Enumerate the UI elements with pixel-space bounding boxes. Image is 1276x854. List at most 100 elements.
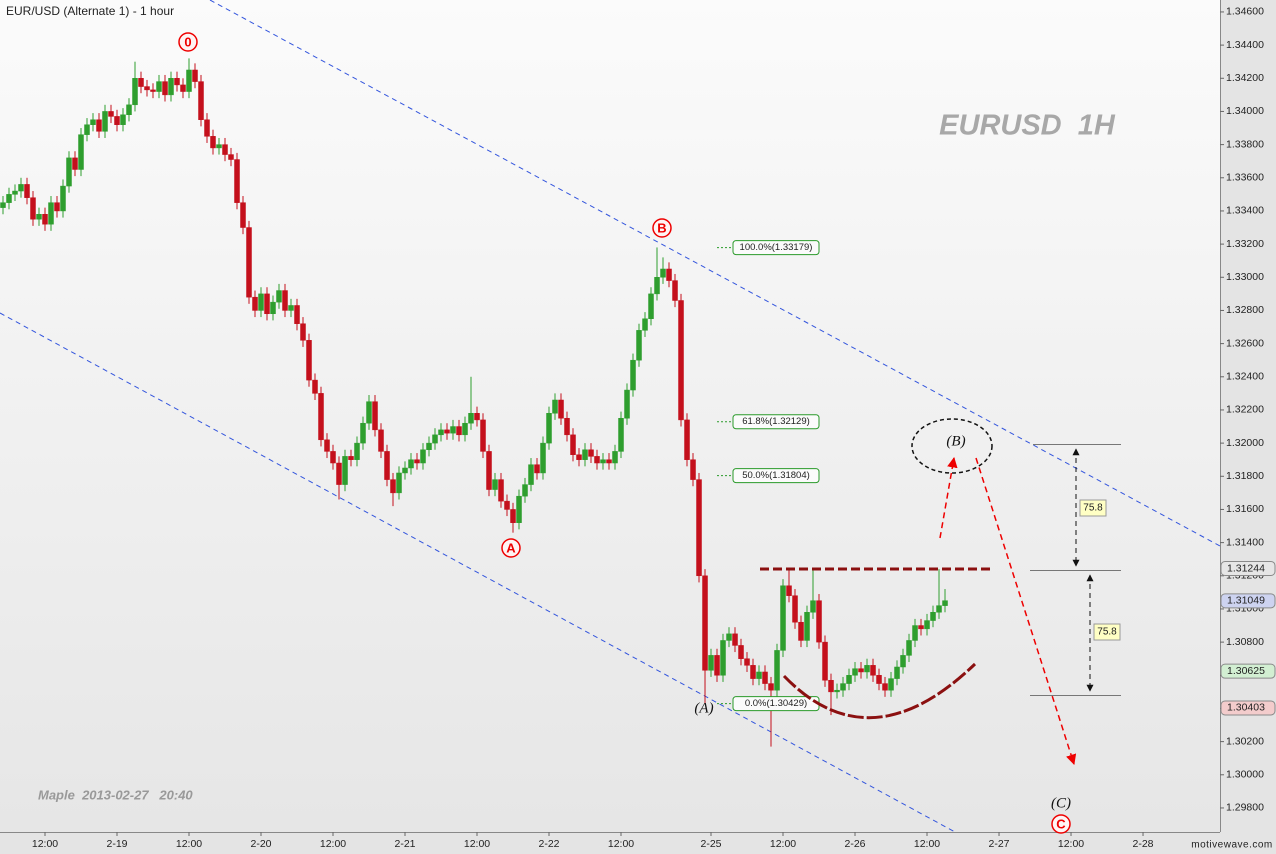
candle-body <box>672 280 678 301</box>
brand: motivewave.com <box>1191 840 1272 851</box>
candle-body <box>432 434 438 444</box>
wave-label: (B) <box>946 433 965 449</box>
projection-arrow <box>975 457 1077 765</box>
candle-body <box>852 668 858 676</box>
candle-body <box>630 359 636 391</box>
candle-body <box>258 293 264 311</box>
candle-body <box>942 600 948 606</box>
x-tick-label: 2-21 <box>394 838 415 850</box>
candle-body <box>456 426 462 436</box>
price-marker-label: 1.31244 <box>1227 562 1265 574</box>
watermark: EURUSD 1H <box>939 110 1116 142</box>
candle-body <box>834 689 840 693</box>
candle-body <box>252 296 258 311</box>
candle-body <box>198 81 204 120</box>
y-tick-label: 1.30000 <box>1226 769 1264 781</box>
candle-body <box>180 84 186 92</box>
candle-body <box>702 575 708 671</box>
candle-body <box>18 184 24 192</box>
x-axis-area <box>0 832 1220 854</box>
x-tick-label: 2-20 <box>250 838 271 850</box>
wave-label: C <box>1056 816 1066 831</box>
measure-box <box>1093 623 1121 641</box>
y-tick-label: 1.33400 <box>1226 205 1264 217</box>
price-marker <box>1220 593 1276 609</box>
candle-body <box>822 641 828 681</box>
target-ellipse <box>911 418 993 474</box>
candle-body <box>768 683 774 691</box>
candle-body <box>228 154 234 160</box>
candle-body <box>54 202 60 212</box>
candle-body <box>108 111 114 117</box>
candle-body <box>96 119 102 132</box>
candle-body <box>642 318 648 331</box>
candle-body <box>618 417 624 452</box>
candle-body <box>576 454 582 460</box>
candle-body <box>174 78 180 86</box>
candle-body <box>156 81 162 92</box>
candle-body <box>780 585 786 651</box>
candle-body <box>342 456 348 485</box>
candle-body <box>684 419 690 460</box>
candle-body <box>762 671 768 684</box>
candle-body <box>6 194 12 203</box>
candle-body <box>774 650 780 691</box>
y-tick-label: 1.32200 <box>1226 404 1264 416</box>
candle-body <box>0 202 6 208</box>
x-tick-label: 2-25 <box>701 838 722 850</box>
candle-body <box>864 665 870 673</box>
candle-body <box>750 665 756 679</box>
candle-body <box>792 595 798 623</box>
wave-label: B <box>657 220 666 235</box>
candle-body <box>534 464 540 474</box>
candle-body <box>12 190 18 195</box>
candle-body <box>870 665 876 676</box>
fib-box <box>732 468 820 484</box>
y-tick-label: 1.33000 <box>1226 271 1264 283</box>
candle-body <box>120 114 126 125</box>
x-tick-label: 2-26 <box>845 838 866 850</box>
candle-body <box>186 69 192 92</box>
candle-body <box>354 442 360 460</box>
candle-body <box>102 111 108 132</box>
candle-body <box>216 144 222 149</box>
candle-body <box>84 124 90 135</box>
candle-body <box>882 683 888 691</box>
candle-body <box>732 633 738 646</box>
y-tick-label: 1.34200 <box>1226 72 1264 84</box>
fib-label: 0.0%(1.30429) <box>745 698 807 709</box>
candle-body <box>492 479 498 490</box>
price-marker-label: 1.31049 <box>1227 595 1265 607</box>
x-tick-label: 12:00 <box>770 838 796 850</box>
fib-box <box>732 414 820 430</box>
candle-body <box>246 227 252 298</box>
candle-body <box>804 612 810 641</box>
candle-body <box>234 159 240 203</box>
candle-body <box>366 401 372 424</box>
price-marker <box>1220 663 1276 679</box>
candle-body <box>600 459 606 464</box>
wave-label: 0 <box>184 34 191 49</box>
y-tick-label: 1.33200 <box>1226 238 1264 250</box>
candle-body <box>912 625 918 641</box>
fib-label: 61.8%(1.32129) <box>742 416 810 427</box>
x-tick-label: 2-19 <box>106 838 127 850</box>
y-tick-label: 1.31800 <box>1226 470 1264 482</box>
y-axis-area <box>1220 0 1276 854</box>
candle-body <box>270 301 276 315</box>
y-tick-label: 1.34000 <box>1226 105 1264 117</box>
candle-body <box>30 197 36 220</box>
candle-body <box>210 136 216 149</box>
candle-body <box>138 78 144 87</box>
candle-body <box>840 683 846 691</box>
candle-body <box>72 157 78 170</box>
candle-body <box>384 451 390 480</box>
candle-body <box>720 640 726 676</box>
price-marker-label: 1.30625 <box>1227 665 1265 677</box>
measure-label: 75.8 <box>1097 627 1117 638</box>
x-tick-label: 12:00 <box>32 838 58 850</box>
candle-body <box>90 119 96 125</box>
candle-body <box>396 472 402 494</box>
candle-body <box>318 393 324 441</box>
candle-body <box>150 89 156 92</box>
